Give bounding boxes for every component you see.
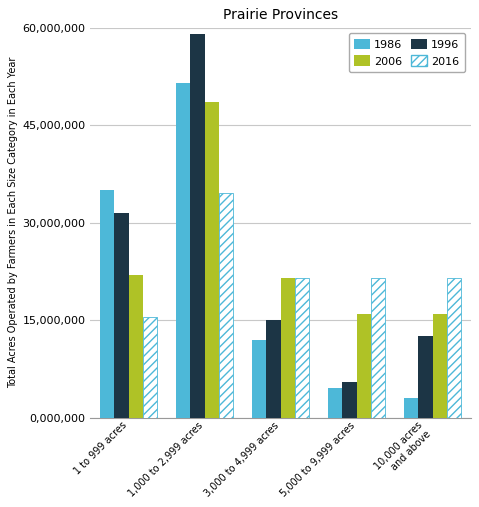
Bar [176,83,190,418]
Bar [281,278,295,418]
Legend: 1986, 2006, 1996, 2016: 1986, 2006, 1996, 2016 [349,33,465,72]
Bar [190,34,205,418]
Bar [295,278,309,418]
Bar [114,213,128,418]
Bar [100,190,114,418]
Y-axis label: Total Acres Operated by Farmers in Each Size Category in Each Year: Total Acres Operated by Farmers in Each … [8,57,18,388]
Bar [266,320,281,418]
Bar [143,317,157,418]
Bar [252,340,266,418]
Bar [371,278,385,418]
Title: Prairie Provinces: Prairie Provinces [223,8,338,22]
Bar [447,278,461,418]
Bar [342,382,356,418]
Bar [433,314,447,418]
Bar [219,193,233,418]
Bar [128,275,143,418]
Bar [328,388,342,418]
Bar [356,314,371,418]
Bar [404,398,418,418]
Bar [205,102,219,418]
Bar [418,336,433,418]
